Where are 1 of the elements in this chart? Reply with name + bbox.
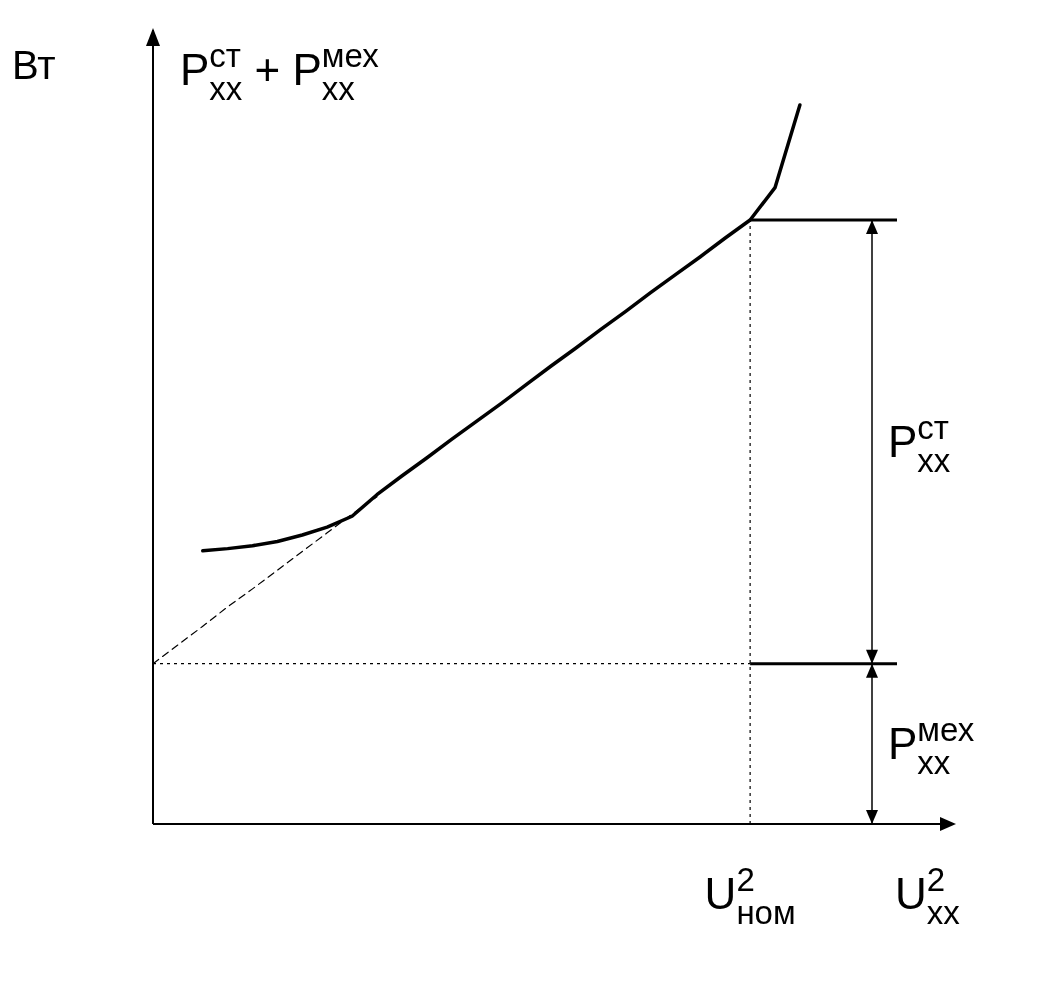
y-axis-title: Вт (12, 43, 56, 87)
